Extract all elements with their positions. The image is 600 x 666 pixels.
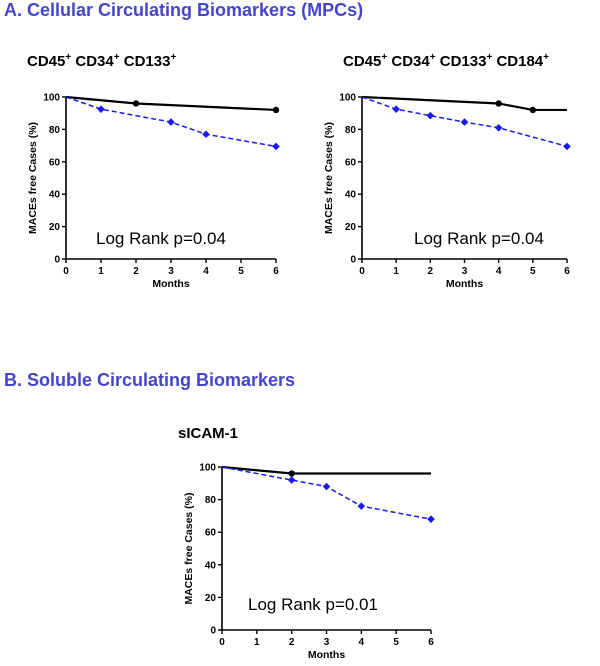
x-tick-label: 1 bbox=[393, 266, 399, 277]
x-tick-label: 3 bbox=[324, 637, 330, 648]
x-tick-label: 5 bbox=[238, 266, 244, 277]
y-axis-label: MACEs free Cases (%) bbox=[27, 122, 39, 234]
marker-high bbox=[494, 123, 503, 132]
log-rank-annotation: Log Rank p=0.04 bbox=[96, 229, 226, 248]
log-rank-annotation: Log Rank p=0.01 bbox=[248, 595, 378, 614]
log-rank-annotation: Log Rank p=0.04 bbox=[414, 229, 544, 248]
x-tick-label: 3 bbox=[462, 266, 468, 277]
chart-title: CD45+ CD34+ CD133+ CD184+ bbox=[343, 52, 549, 70]
x-tick-label: 1 bbox=[98, 266, 104, 277]
y-axis-label: MACEs free Cases (%) bbox=[323, 122, 335, 234]
y-tick-label: 60 bbox=[49, 157, 61, 168]
marker-low bbox=[529, 106, 537, 114]
x-tick-label: 2 bbox=[133, 266, 139, 277]
chart-title: sICAM-1 bbox=[178, 425, 238, 442]
chart-2: CD45+ CD34+ CD133+ CD184+0 1 2 3 4 5 602040608… bbox=[323, 52, 571, 290]
marker-high bbox=[287, 476, 296, 484]
x-tick-label: 0 bbox=[63, 266, 69, 277]
x-tick-label: 4 bbox=[359, 637, 365, 648]
marker-high bbox=[167, 118, 175, 126]
y-tick-label: 40 bbox=[345, 190, 357, 201]
x-tick-label: 4 bbox=[203, 266, 209, 277]
x-axis-label: Months bbox=[152, 278, 189, 290]
x-tick-label: 2 bbox=[428, 266, 434, 277]
y-tick-label: 100 bbox=[199, 463, 216, 474]
section-a-title: A. Cellular Circulating Biomarkers (MPCs… bbox=[4, 0, 364, 20]
series-line-high bbox=[221, 466, 432, 520]
y-tick-label: 100 bbox=[43, 93, 60, 104]
y-tick-label: 0 bbox=[350, 255, 356, 266]
marker-low bbox=[272, 106, 280, 114]
x-tick-label: 0 bbox=[359, 266, 365, 277]
series-line-high bbox=[361, 96, 568, 148]
marker-high bbox=[460, 118, 469, 126]
x-tick-label: 3 bbox=[168, 266, 174, 277]
series-line-low bbox=[361, 95, 567, 112]
y-tick-label: 20 bbox=[345, 222, 357, 233]
y-tick-label: 40 bbox=[205, 560, 217, 571]
marker-high bbox=[357, 502, 366, 510]
x-tick-label: 4 bbox=[496, 266, 502, 277]
marker-high bbox=[427, 515, 435, 523]
marker-low bbox=[495, 100, 502, 107]
y-tick-label: 80 bbox=[49, 125, 61, 136]
x-tick-label: 5 bbox=[393, 637, 399, 648]
y-axis-label: MACEs free Cases (%) bbox=[183, 492, 195, 604]
y-tick-label: 60 bbox=[205, 528, 217, 539]
y-tick-label: 20 bbox=[49, 222, 61, 233]
marker-high bbox=[322, 482, 331, 491]
y-tick-label: 0 bbox=[54, 255, 60, 266]
section-b-title: B. Soluble Circulating Biomarkers bbox=[4, 370, 296, 390]
marker-low bbox=[132, 100, 140, 107]
marker-low bbox=[288, 470, 295, 477]
x-tick-label: 2 bbox=[289, 637, 295, 648]
marker-high bbox=[97, 105, 105, 113]
x-tick-label: 6 bbox=[564, 266, 570, 277]
y-tick-label: 60 bbox=[345, 157, 357, 168]
y-tick-label: 40 bbox=[49, 190, 61, 201]
x-axis-label: Months bbox=[308, 649, 345, 661]
y-tick-label: 20 bbox=[205, 593, 217, 604]
marker-high bbox=[202, 130, 210, 139]
x-axis-label: Months bbox=[446, 278, 483, 290]
y-tick-label: 100 bbox=[339, 93, 356, 104]
x-tick-label: 0 bbox=[219, 637, 225, 648]
x-tick-label: 5 bbox=[530, 266, 536, 277]
chart-1: CD45+ CD34+ CD133+0 1 2 3 4 5 6020406080100Mon… bbox=[27, 52, 280, 290]
marker-high bbox=[426, 111, 435, 120]
y-tick-label: 0 bbox=[210, 626, 216, 637]
marker-high bbox=[392, 105, 400, 113]
y-tick-label: 80 bbox=[345, 125, 357, 136]
y-tick-label: 80 bbox=[205, 495, 217, 506]
marker-high bbox=[563, 142, 571, 151]
chart-title: CD45+ CD34+ CD133+ bbox=[27, 52, 176, 70]
x-tick-label: 1 bbox=[254, 637, 260, 648]
x-tick-label: 6 bbox=[428, 637, 434, 648]
marker-high bbox=[272, 142, 280, 151]
x-tick-label: 6 bbox=[273, 266, 279, 277]
series-line-low bbox=[221, 465, 431, 475]
